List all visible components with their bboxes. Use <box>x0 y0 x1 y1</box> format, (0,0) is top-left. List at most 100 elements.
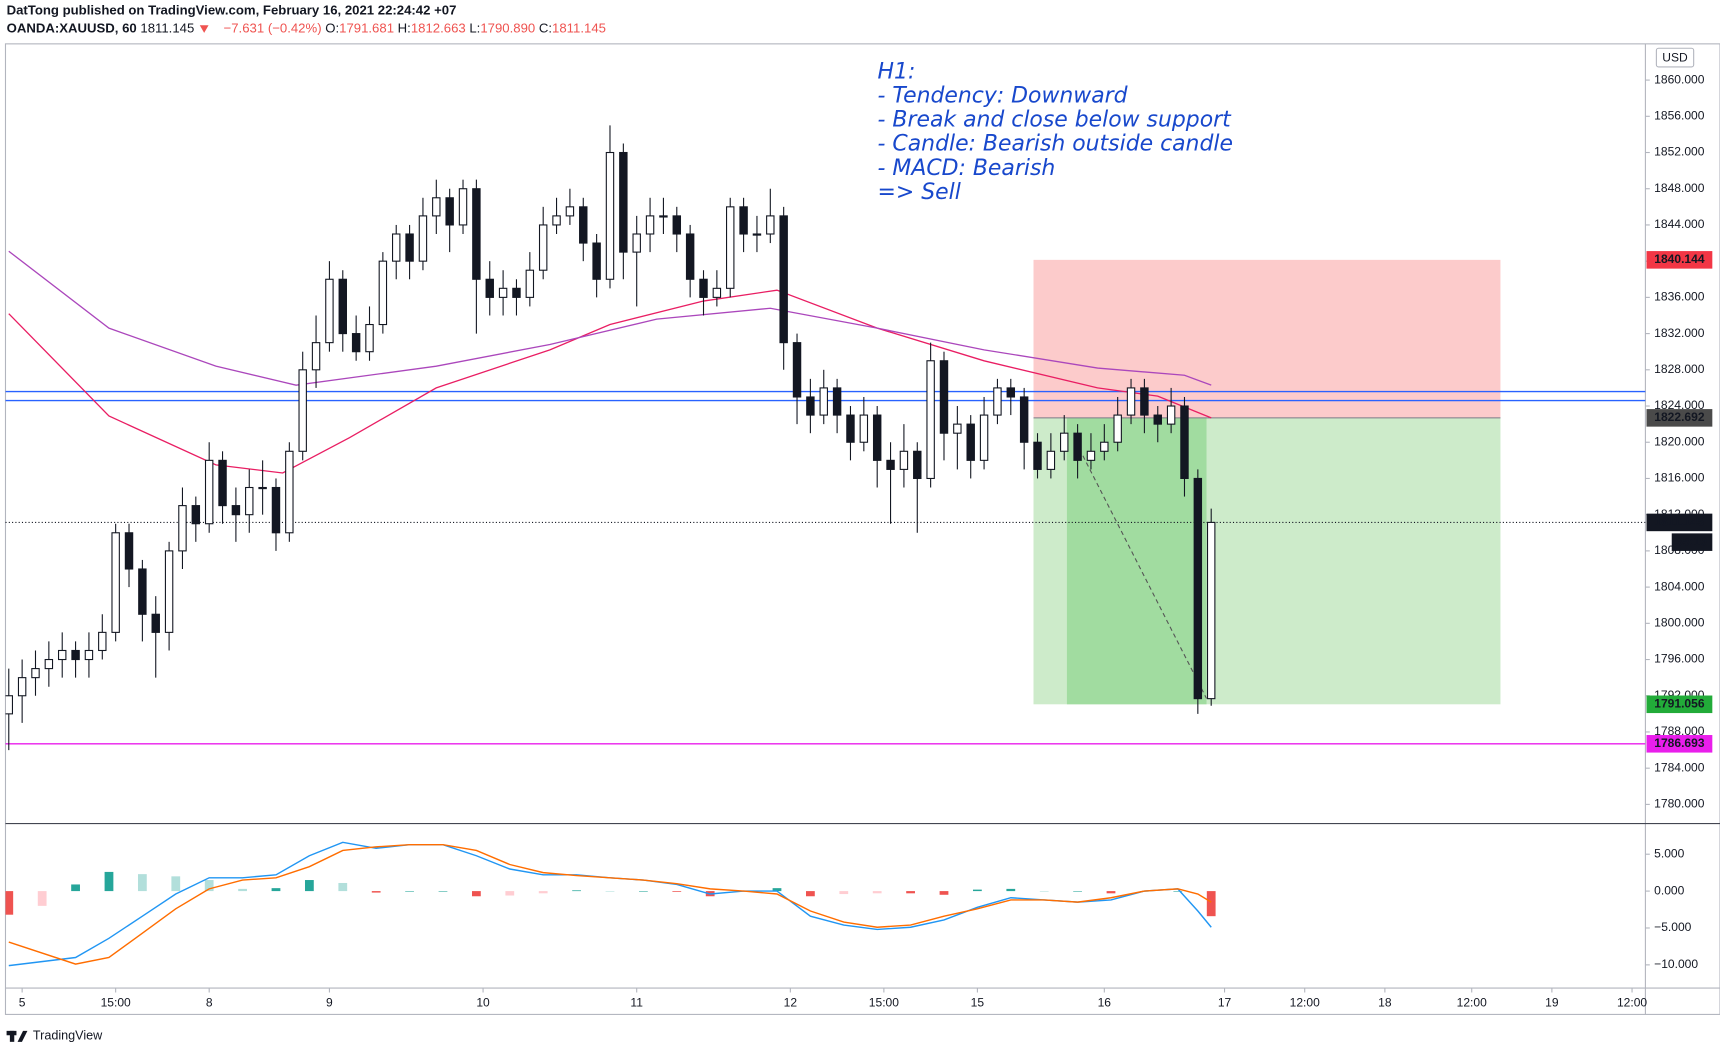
y-tick-label: 1796.000 <box>1654 652 1705 666</box>
candle-body <box>979 414 989 461</box>
x-tick-label: 8 <box>206 996 213 1010</box>
annotation: - MACD: Bearish <box>878 156 1056 181</box>
annotation: - Candle: Bearish outside candle <box>878 132 1233 157</box>
candle-body <box>1060 432 1069 452</box>
logo: TradingView <box>6 1029 103 1043</box>
y-tick-label: −5.000 <box>1654 920 1691 934</box>
y-tick-label: 1804.000 <box>1654 579 1705 593</box>
histogram-bar <box>906 891 915 894</box>
pane <box>5 125 1646 751</box>
histogram-bar <box>405 891 414 892</box>
candle-body <box>44 658 54 670</box>
l-label: L: <box>469 21 480 36</box>
trade-path <box>1082 455 1208 699</box>
candle-body <box>552 215 561 226</box>
entry-label: 1822.692 <box>1654 410 1705 424</box>
y-tick-label: 1828.000 <box>1654 362 1705 376</box>
candle-body <box>1006 387 1016 398</box>
candle-body <box>966 423 975 461</box>
candle-body <box>806 396 815 416</box>
header-quote: OANDA:XAUUSD, 60 1811.145 ___ −7.631 (−0… <box>7 21 606 36</box>
histogram-bar <box>772 888 782 892</box>
candle-body <box>84 649 94 661</box>
x-tick-label: 15 <box>971 996 985 1010</box>
histogram-bar <box>71 884 80 892</box>
candle-body <box>672 215 682 235</box>
y-tick-label: 1820.000 <box>1654 434 1705 448</box>
x-tick-label: 18 <box>1378 996 1392 1010</box>
down-arrow <box>199 25 209 33</box>
last-price-label: 1811.145 <box>1655 515 1705 529</box>
candle-body <box>1113 414 1122 443</box>
candle-body <box>685 233 695 280</box>
x-tick-label: 15:00 <box>101 996 131 1010</box>
x-tick-label: 15:00 <box>869 996 899 1010</box>
footer: TradingView <box>33 1029 103 1043</box>
annotation: => Sell <box>878 180 961 205</box>
candle-body <box>111 532 120 633</box>
histogram-bar <box>471 891 481 897</box>
target-label-box <box>1646 695 1713 714</box>
hline-label: 1786.693 <box>1654 736 1705 750</box>
candle-body <box>124 532 134 570</box>
last-price-label-box <box>1646 513 1713 532</box>
candle-body <box>1073 432 1082 461</box>
histogram-bar <box>605 891 615 892</box>
candle-body <box>498 287 508 298</box>
candle-body <box>472 188 481 280</box>
candle-body <box>164 550 174 633</box>
histogram-bar <box>438 891 448 892</box>
y-tick-label: 1788.000 <box>1654 724 1705 738</box>
candle-body <box>659 215 668 218</box>
x-tick-label: 12:00 <box>1617 996 1647 1010</box>
candle-body <box>1046 450 1056 470</box>
candle-body <box>859 414 869 443</box>
x-tick-label: 19 <box>1545 996 1559 1010</box>
candle-body <box>5 695 13 715</box>
y-tick-label: 1780.000 <box>1654 797 1705 811</box>
candle-body <box>632 233 641 253</box>
candle-body <box>605 151 615 280</box>
moving-average <box>8 250 1212 386</box>
header-line: DatTong published on TradingView.com, Fe… <box>7 2 457 17</box>
h: 1812.663 <box>411 21 466 36</box>
annotation: H1: <box>878 59 916 84</box>
candle-body <box>739 206 748 235</box>
candle-body <box>1153 414 1162 425</box>
histogram-bar <box>839 891 849 895</box>
currency-box <box>1655 47 1695 68</box>
candle-body <box>405 233 414 262</box>
x-tick-label: 5 <box>19 996 26 1010</box>
candle-body <box>645 215 655 235</box>
candle-body <box>138 568 147 615</box>
candle-body <box>699 278 708 298</box>
histogram-bar <box>1006 888 1016 892</box>
spacer: ___ <box>197 21 221 36</box>
l: 1790.890 <box>480 21 535 36</box>
candle-body <box>819 387 828 416</box>
y-tick-label: 1832.000 <box>1654 326 1705 340</box>
histogram-bar <box>271 888 281 892</box>
histogram-bar <box>371 891 381 893</box>
y-tick-label: 1784.000 <box>1654 760 1705 774</box>
candle-body <box>993 387 1002 416</box>
candle-body <box>512 287 521 298</box>
candle-body <box>218 459 227 507</box>
candle-body <box>913 450 922 480</box>
candle-body <box>231 505 241 516</box>
candle-body <box>71 649 80 661</box>
candle-body <box>392 233 401 262</box>
macd-line <box>8 843 1212 965</box>
candle-body <box>939 360 949 434</box>
histogram-bar <box>538 891 548 894</box>
candle-body <box>432 197 441 217</box>
histogram-bar <box>1173 891 1183 892</box>
candle-body <box>1019 396 1029 443</box>
histogram-bar <box>939 891 949 895</box>
y-tick-label: 5.000 <box>1654 846 1684 860</box>
histogram-bar <box>1206 891 1216 917</box>
hline-label-box <box>1646 735 1713 753</box>
histogram-bar <box>505 891 515 896</box>
candle-body <box>365 323 374 353</box>
